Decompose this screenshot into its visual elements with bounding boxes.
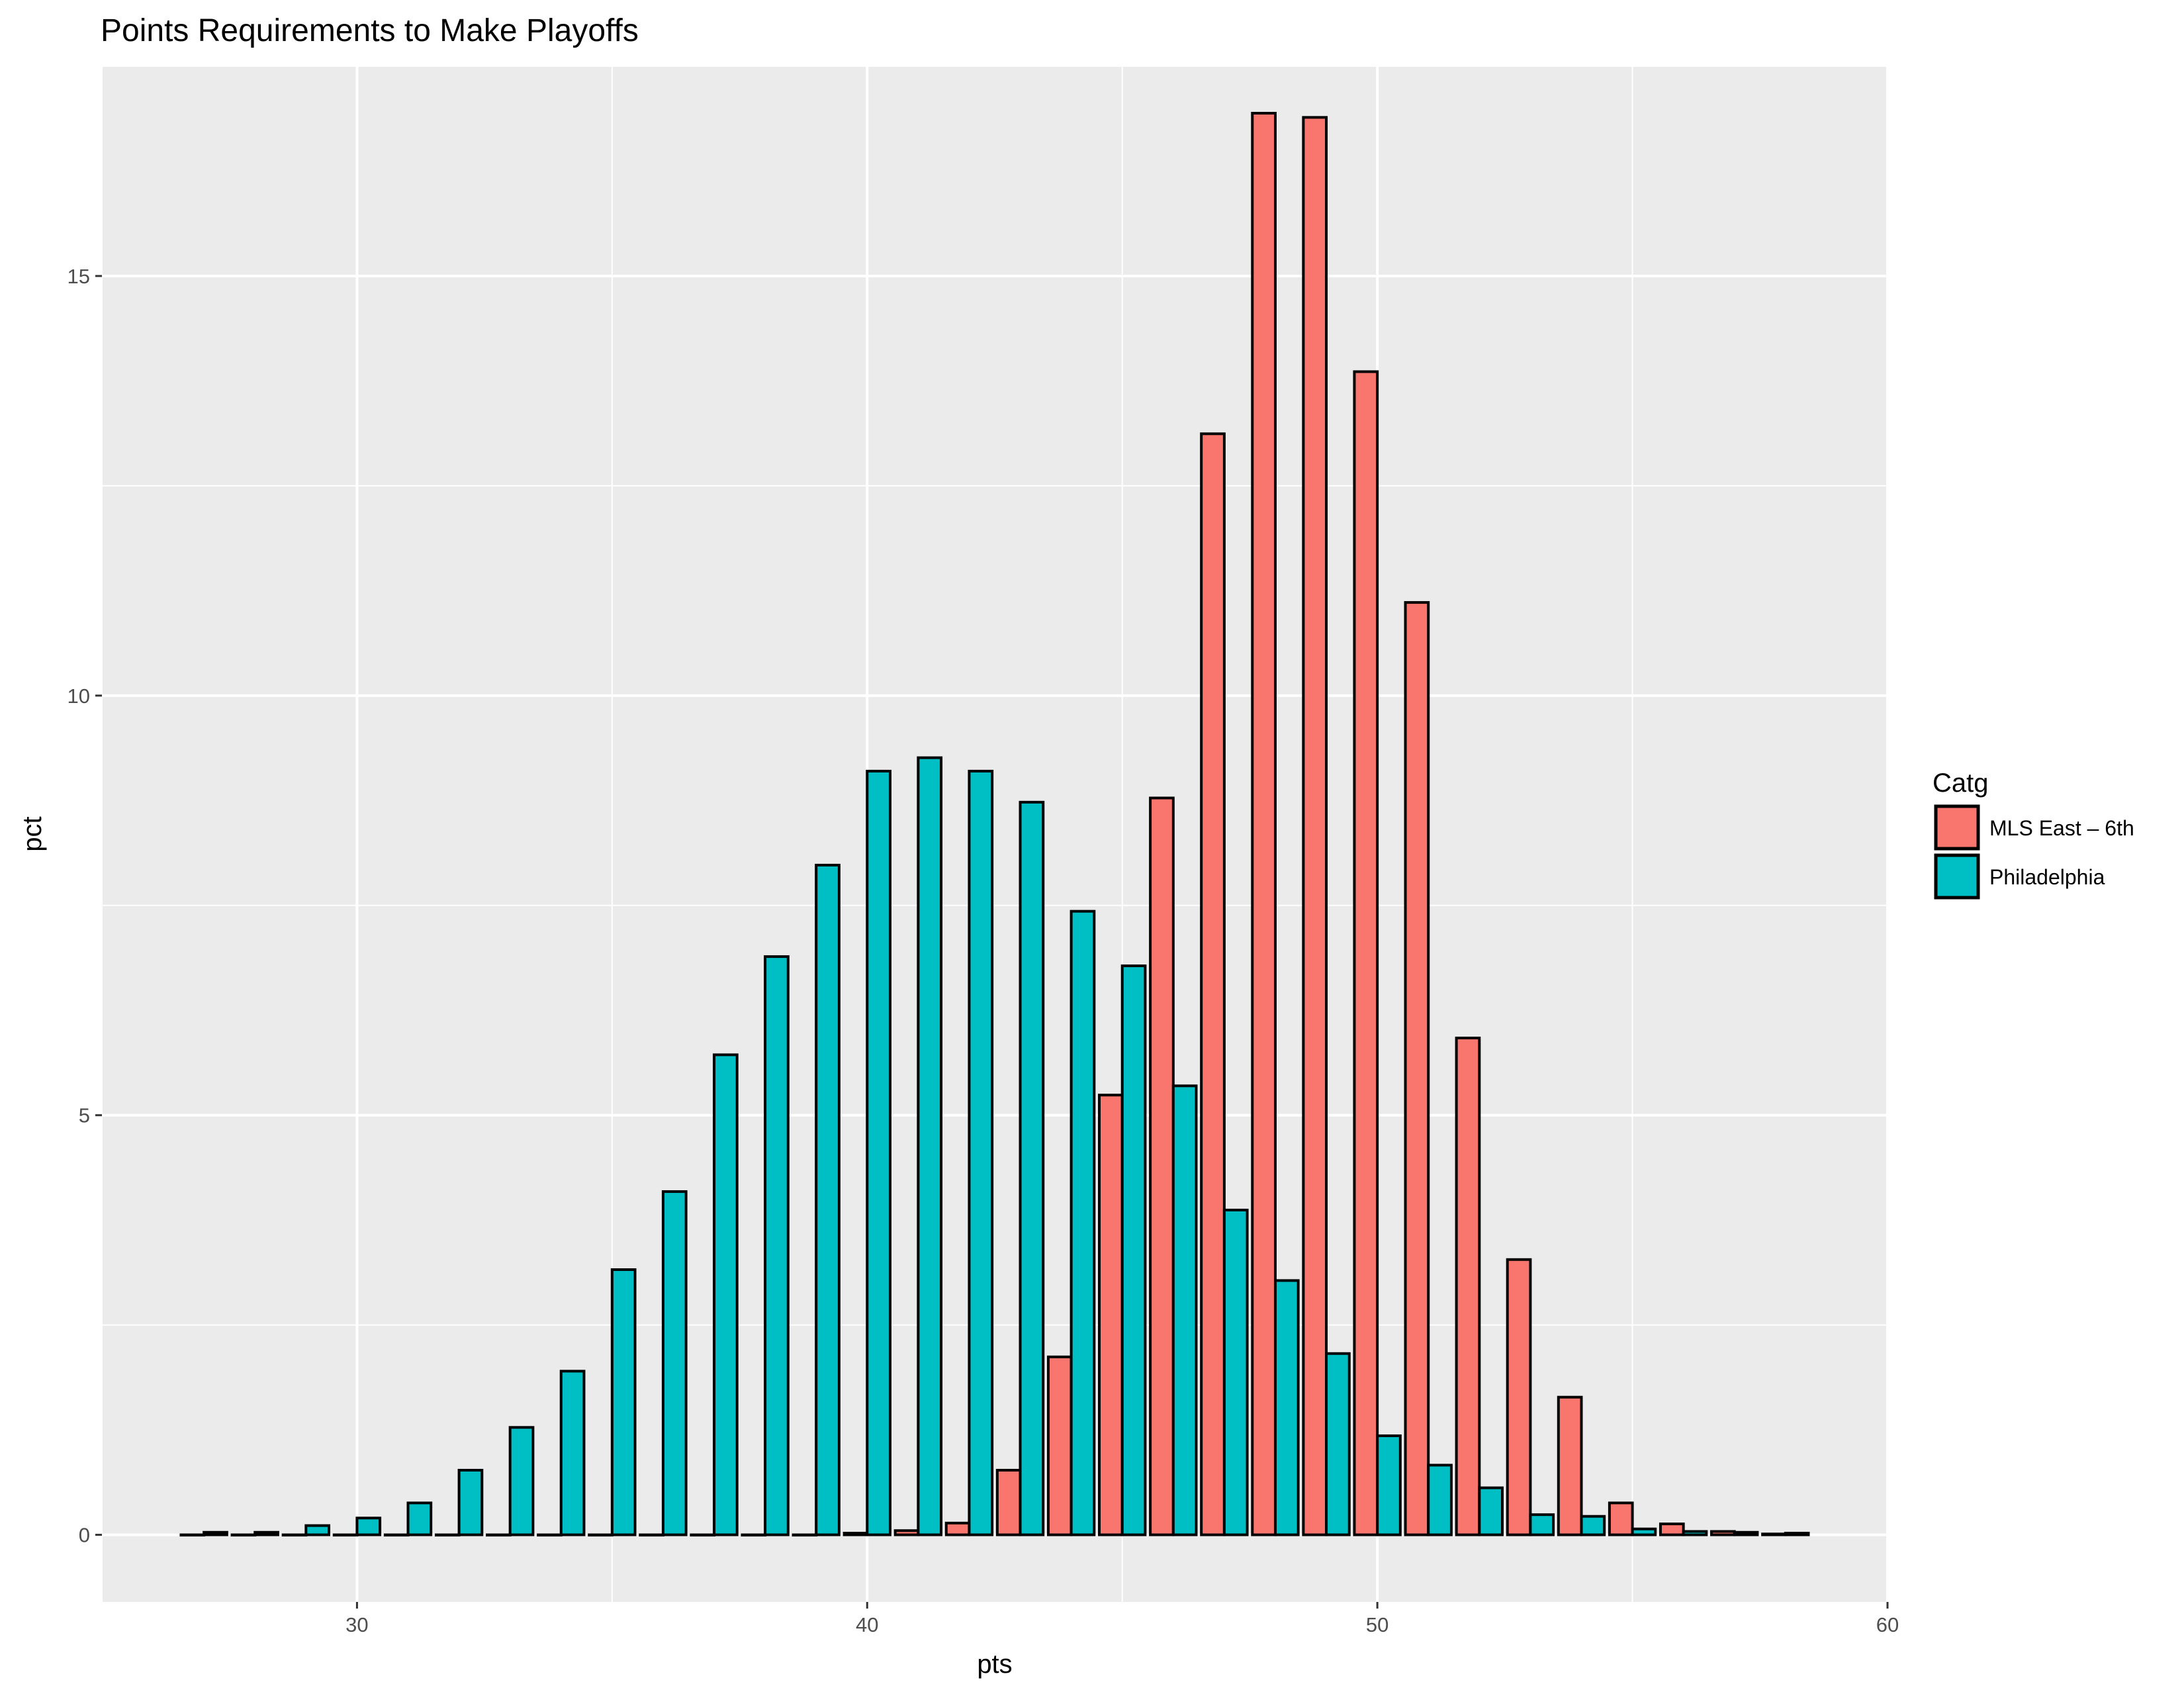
bar-mls-east-6th-48 <box>1251 111 1277 1536</box>
bar-mls-east-6th-46 <box>1149 796 1175 1536</box>
legend-title: Catg <box>1933 769 1989 798</box>
bar-philadelphia-34 <box>559 1370 586 1536</box>
bar-philadelphia-57 <box>1733 1530 1759 1536</box>
bar-philadelphia-54 <box>1580 1515 1606 1536</box>
bar-mls-east-6th-50 <box>1353 370 1379 1536</box>
bar-mls-east-6th-31 <box>383 1533 410 1537</box>
bar-philadelphia-43 <box>1019 800 1045 1536</box>
bar-philadelphia-48 <box>1273 1279 1300 1536</box>
bar-mls-east-6th-39 <box>792 1533 818 1537</box>
bar-philadelphia-31 <box>406 1501 433 1536</box>
bar-mls-east-6th-38 <box>741 1533 767 1537</box>
bar-philadelphia-35 <box>610 1268 637 1536</box>
bar-philadelphia-36 <box>661 1190 688 1536</box>
y-tick-label: 0 <box>79 1524 90 1547</box>
bar-philadelphia-51 <box>1427 1464 1453 1536</box>
legend: Catg MLS East – 6th Philadelphia <box>1933 769 2134 900</box>
legend-label-mls-east-6th: MLS East – 6th <box>1989 816 2134 840</box>
bar-philadelphia-32 <box>457 1468 484 1536</box>
bar-mls-east-6th-34 <box>537 1533 563 1537</box>
bar-philadelphia-38 <box>764 955 790 1536</box>
y-tick-label: 10 <box>68 684 90 708</box>
bar-mls-east-6th-49 <box>1302 116 1328 1536</box>
x-axis-title: pts <box>977 1650 1012 1679</box>
y-tick-label: 5 <box>79 1104 90 1127</box>
bar-mls-east-6th-42 <box>944 1521 971 1536</box>
y-axis-title: pct <box>18 816 47 851</box>
bar-philadelphia-52 <box>1478 1486 1504 1536</box>
bar-mls-east-6th-33 <box>485 1533 512 1537</box>
y-tick-label: 15 <box>68 265 90 288</box>
bars <box>179 111 1810 1537</box>
y-axis: 0 5 10 15 <box>68 265 102 1547</box>
bar-mls-east-6th-56 <box>1659 1523 1685 1536</box>
bar-philadelphia-53 <box>1529 1513 1555 1536</box>
bar-philadelphia-40 <box>866 769 891 1536</box>
bar-mls-east-6th-52 <box>1455 1037 1481 1536</box>
chart-title: Points Requirements to Make Playoffs <box>101 13 639 48</box>
bar-mls-east-6th-44 <box>1046 1355 1073 1536</box>
legend-key-mls-east-6th <box>1934 804 1980 851</box>
bar-mls-east-6th-29 <box>281 1533 308 1537</box>
bar-philadelphia-45 <box>1120 964 1147 1536</box>
bar-philadelphia-39 <box>815 863 841 1536</box>
bar-mls-east-6th-55 <box>1608 1501 1634 1536</box>
bar-philadelphia-28 <box>253 1530 279 1536</box>
bar-philadelphia-37 <box>713 1053 739 1536</box>
bar-philadelphia-55 <box>1631 1527 1657 1536</box>
bar-mls-east-6th-28 <box>230 1533 257 1537</box>
bar-mls-east-6th-57 <box>1710 1530 1736 1536</box>
bar-mls-east-6th-54 <box>1557 1395 1583 1536</box>
bar-mls-east-6th-43 <box>995 1468 1022 1536</box>
bar-philadelphia-30 <box>355 1517 382 1536</box>
bar-philadelphia-50 <box>1376 1434 1402 1536</box>
x-tick-label: 60 <box>1876 1613 1899 1636</box>
x-axis: 30 40 50 60 <box>345 1602 1899 1636</box>
x-tick-label: 50 <box>1366 1613 1388 1636</box>
bar-philadelphia-47 <box>1222 1208 1249 1536</box>
bar-mls-east-6th-35 <box>588 1533 614 1537</box>
bar-mls-east-6th-51 <box>1404 601 1430 1536</box>
bar-philadelphia-46 <box>1171 1084 1198 1536</box>
bar-philadelphia-29 <box>304 1524 331 1536</box>
bar-philadelphia-27 <box>203 1530 228 1536</box>
bar-philadelphia-56 <box>1682 1530 1708 1536</box>
x-tick-label: 40 <box>856 1613 878 1636</box>
bar-mls-east-6th-41 <box>893 1529 920 1536</box>
bar-mls-east-6th-53 <box>1506 1258 1532 1536</box>
bar-mls-east-6th-47 <box>1200 432 1226 1536</box>
grid-minor <box>101 66 1888 1602</box>
bar-mls-east-6th-40 <box>842 1532 869 1536</box>
bar-mls-east-6th-30 <box>332 1533 359 1537</box>
bar-philadelphia-42 <box>968 769 994 1536</box>
legend-key-philadelphia <box>1934 853 1980 900</box>
bar-philadelphia-33 <box>508 1426 535 1536</box>
bar-mls-east-6th-27 <box>179 1533 206 1537</box>
bar-philadelphia-49 <box>1325 1352 1351 1536</box>
bar-philadelphia-58 <box>1784 1532 1810 1536</box>
plot-panel <box>102 66 1888 1602</box>
x-tick-label: 30 <box>345 1613 368 1636</box>
bar-mls-east-6th-37 <box>690 1533 716 1537</box>
bar-philadelphia-41 <box>917 756 943 1536</box>
bar-philadelphia-44 <box>1069 910 1096 1536</box>
bar-mls-east-6th-45 <box>1098 1094 1124 1536</box>
bar-mls-east-6th-36 <box>639 1533 664 1537</box>
bar-mls-east-6th-32 <box>434 1533 461 1537</box>
legend-label-philadelphia: Philadelphia <box>1989 865 2105 889</box>
